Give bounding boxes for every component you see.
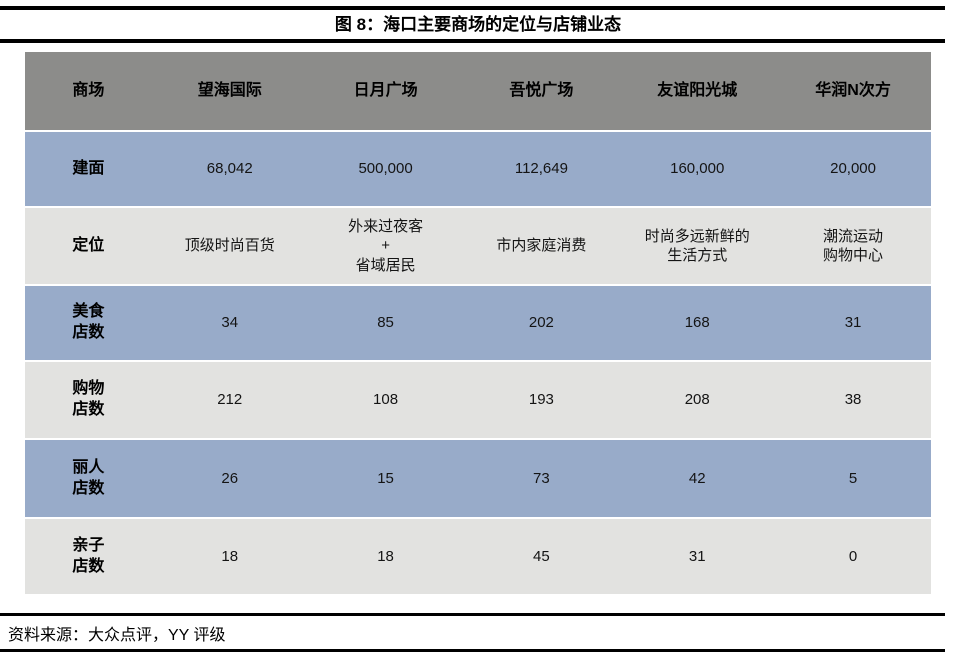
- table-cell: 15: [377, 469, 394, 487]
- row-label: 亲子 店数: [72, 536, 105, 575]
- table-cell: 市内家庭消费: [496, 237, 587, 255]
- table-cell: 38: [844, 391, 862, 409]
- row-label: 定位: [72, 236, 105, 254]
- header-cell-wanghai: 望海国际: [197, 81, 262, 99]
- row-label: 建面: [72, 159, 105, 177]
- table-cell: 34: [221, 314, 239, 332]
- table-cell: 31: [688, 547, 706, 565]
- source-footer: 资料来源：大众点评，YY 评级: [0, 613, 956, 652]
- table-cell: 208: [684, 391, 710, 409]
- row-label: 美食 店数: [72, 303, 105, 341]
- source-text: 资料来源：大众点评，YY 评级: [8, 626, 226, 644]
- table-cell: 212: [217, 391, 243, 409]
- table-cell: 外来过夜客 + 省域居民: [348, 217, 424, 274]
- table-cell: 168: [684, 314, 710, 332]
- table-row-food-stores: 美食 店数 34 85 202 168 31: [25, 286, 931, 360]
- table-cell: 18: [221, 547, 239, 565]
- table-cell: 顶级时尚百货: [184, 237, 275, 255]
- table-cell: 42: [688, 469, 706, 487]
- mall-table: 商场 望海国际 日月广场 吾悦广场 友谊阳光城 华润N次方 建面 68,042 …: [25, 52, 931, 594]
- table-cell: 73: [533, 469, 550, 487]
- table-cell: 500,000: [358, 160, 413, 178]
- table-cell: 31: [844, 314, 862, 332]
- table-header-row: 商场 望海国际 日月广场 吾悦广场 友谊阳光城 华润N次方: [25, 52, 931, 130]
- table-cell: 45: [533, 547, 550, 565]
- table-cell: 时尚多远新鲜的 生活方式: [644, 227, 750, 265]
- table-cell: 0: [848, 547, 858, 565]
- table-row-floor-area: 建面 68,042 500,000 112,649 160,000 20,000: [25, 132, 931, 206]
- figure-title: 图 8：海口主要商场的定位与店铺业态: [334, 15, 622, 34]
- table-row-shopping-stores: 购物 店数 212 108 193 208 38: [25, 362, 931, 438]
- header-cell-mall: 商场: [72, 81, 105, 99]
- table-cell: 112,649: [514, 160, 568, 178]
- table-row-beauty-stores: 丽人 店数 26 15 73 42 5: [25, 440, 931, 517]
- table-cell: 18: [377, 547, 394, 565]
- table-row-family-stores: 亲子 店数 18 18 45 31 0: [25, 519, 931, 594]
- table-cell: 26: [221, 469, 239, 487]
- header-cell-huarun: 华润N次方: [815, 81, 891, 99]
- table-cell: 160,000: [670, 160, 725, 178]
- title-top-rule: [0, 6, 945, 10]
- table-cell: 潮流运动 购物中心: [823, 227, 884, 265]
- table-cell: 202: [528, 314, 554, 332]
- table-cell: 20,000: [830, 160, 876, 178]
- header-cell-wuyue: 吾悦广场: [509, 81, 574, 99]
- footer-bottom-rule: [0, 649, 945, 652]
- row-label: 购物 店数: [72, 380, 105, 418]
- table-cell: 85: [377, 314, 394, 332]
- header-cell-youyi: 友谊阳光城: [657, 81, 738, 99]
- table-row-positioning: 定位 顶级时尚百货 外来过夜客 + 省域居民 市内家庭消费 时尚多远新鲜的 生活…: [25, 208, 931, 284]
- footer-top-rule: [0, 613, 945, 616]
- row-label: 丽人 店数: [72, 458, 105, 497]
- table-cell: 5: [848, 469, 858, 487]
- table-cell: 193: [528, 391, 554, 409]
- table-cell: 68,042: [206, 160, 253, 178]
- header-cell-riyue: 日月广场: [353, 81, 418, 99]
- table-cell: 108: [373, 391, 399, 409]
- report-page: 图 8：海口主要商场的定位与店铺业态 商场 望海国际 日月广场 吾悦广场 友谊阳…: [0, 6, 956, 668]
- title-bottom-rule: [0, 39, 945, 43]
